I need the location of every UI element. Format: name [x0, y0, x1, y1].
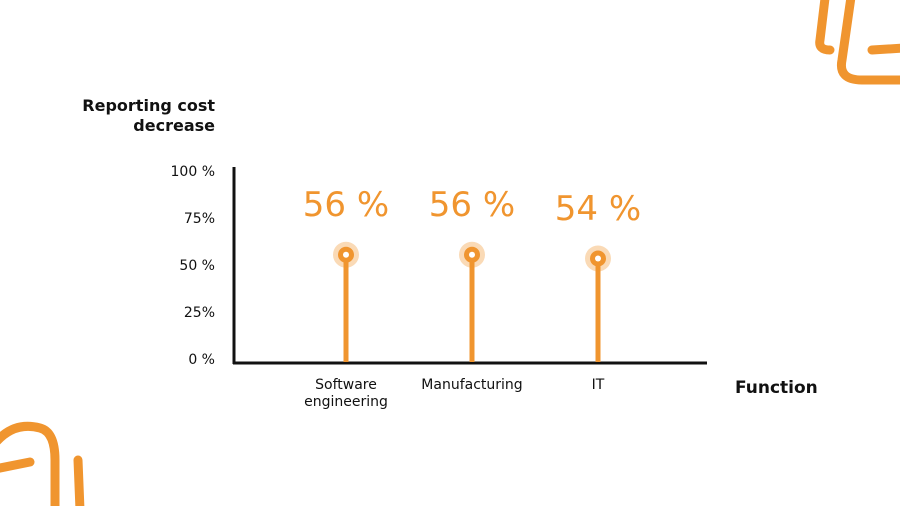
decoration-shape — [0, 421, 60, 506]
x-tick-label: Manufacturing — [421, 377, 523, 393]
y-tick-label: 100 % — [171, 164, 215, 180]
value-label: 56 % — [429, 185, 515, 225]
marker-center — [343, 251, 349, 258]
decoration-shape — [836, 0, 900, 85]
y-tick-label: 75% — [184, 211, 215, 227]
decoration-shape — [73, 455, 85, 506]
decoration-shape — [815, 0, 835, 55]
value-label: 54 % — [555, 189, 641, 229]
decoration-shape — [867, 43, 900, 55]
y-axis-title: Reporting cost decrease — [82, 96, 215, 135]
decoration-shape — [0, 457, 35, 473]
y-tick-label: 50 % — [179, 258, 215, 274]
marker-center — [469, 251, 475, 258]
x-tick-label: IT — [591, 377, 605, 393]
x-tick-label: Software engineering — [304, 377, 388, 410]
y-tick-label: 0 % — [188, 352, 215, 368]
value-label: 56 % — [303, 185, 389, 225]
marker-center — [595, 255, 601, 262]
y-tick-label: 25% — [184, 305, 215, 321]
x-axis-title: Function — [735, 378, 818, 398]
